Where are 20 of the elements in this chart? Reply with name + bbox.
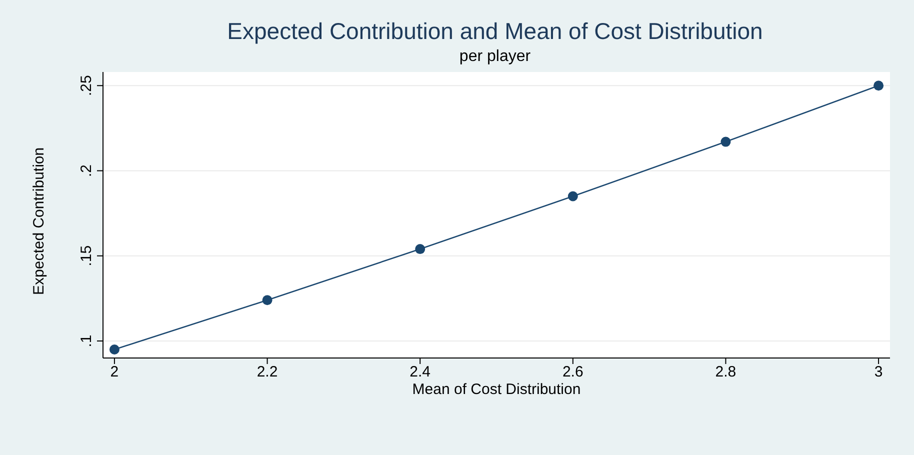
point [109,344,120,354]
chart-subtitle: per player [458,48,532,66]
y-tick-label: .2 [78,164,95,177]
x-tick-label: 2 [110,364,119,381]
chart-title: Expected Contribution and Mean of Cost Distribution [226,18,764,45]
point [415,244,426,254]
point [262,295,272,306]
y-tick-label: .1 [78,334,95,348]
y-tick-label: .25 [78,75,95,96]
point [568,191,578,202]
x-tick-label: 2.4 [410,364,431,381]
x-tick-label: 2.2 [256,364,278,381]
x-axis-title: Mean of Cost Distribution [412,381,581,398]
point [720,136,731,147]
x-tick-label: 2.8 [715,364,736,381]
point [874,80,884,91]
y-tick-label: .15 [78,245,95,266]
x-tick-label: 3 [874,364,883,381]
x-tick-label: 2.6 [562,364,584,381]
y-axis-title: Expected Contribution [30,147,48,295]
